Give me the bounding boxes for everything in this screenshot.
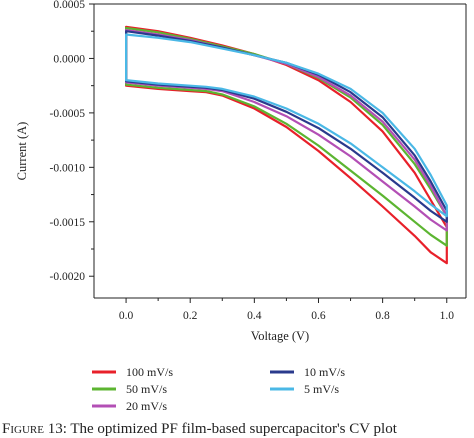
x-tick-label: 0.4 xyxy=(247,310,262,322)
x-tick-label: 0.0 xyxy=(119,310,134,322)
y-tick-label: 0.0005 xyxy=(53,0,85,11)
cv-curve-series-5 xyxy=(125,33,448,218)
x-axis-title: Voltage (V) xyxy=(251,329,309,343)
x-tick-label: 0.6 xyxy=(311,310,326,322)
figure-caption-text: The optimized PF film-based supercapacit… xyxy=(70,421,397,437)
series-curves xyxy=(125,25,448,265)
x-tick-label: 0.2 xyxy=(183,310,198,322)
figure-caption: Figure 13: The optimized PF film-based s… xyxy=(2,421,397,438)
legend-label: 100 mV/s xyxy=(126,365,173,379)
legend: 100 mV/s 50 mV/s 20 mV/s 10 mV/s 5 mV/s xyxy=(92,365,345,413)
legend-label: 5 mV/s xyxy=(304,382,339,396)
y-ticks: 0.0005 0.0000 -0.0005 -0.0010 -0.0015 -0.0020 xyxy=(50,0,94,283)
figure-caption-label: Figure 13: xyxy=(2,421,67,437)
y-tick-label: -0.0010 xyxy=(50,162,86,174)
legend-label: 20 mV/s xyxy=(126,399,167,413)
y-tick-label: -0.0005 xyxy=(50,108,86,120)
x-tick-label: 0.8 xyxy=(375,310,390,322)
x-tick-label: 1.0 xyxy=(440,310,455,322)
y-tick-label: -0.0015 xyxy=(50,217,86,229)
legend-label: 50 mV/s xyxy=(126,382,167,396)
legend-label: 10 mV/s xyxy=(304,365,345,379)
y-tick-label: -0.0020 xyxy=(50,271,86,283)
y-tick-label: 0.0000 xyxy=(53,53,85,65)
y-axis-title: Current (A) xyxy=(15,122,29,181)
x-ticks: 0.0 0.2 0.4 0.6 0.8 1.0 xyxy=(119,298,454,322)
